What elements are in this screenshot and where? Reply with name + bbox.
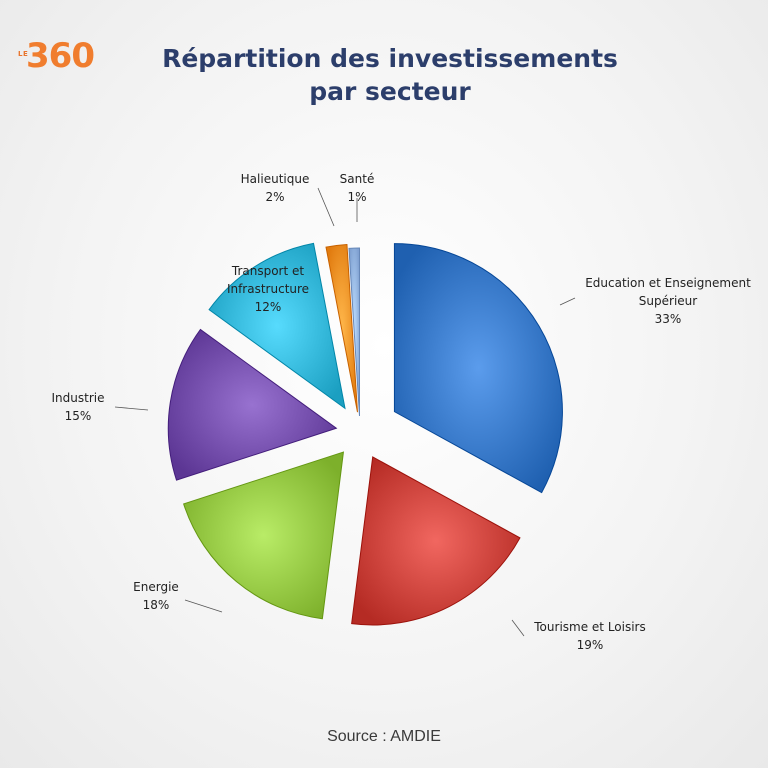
slice-value-label: 1% [347, 190, 366, 204]
slice-category-label: Transport et [231, 264, 305, 278]
slice-category-label: Education et Enseignement [585, 276, 751, 290]
slice-category-label: Energie [133, 580, 179, 594]
slice-value-label: 2% [265, 190, 284, 204]
slice-value-label: 33% [655, 312, 682, 326]
leader-line [559, 297, 576, 306]
slice-value-label: 15% [65, 409, 92, 423]
slice-category-label: Supérieur [639, 294, 697, 308]
pie-slice-halieutique [325, 243, 358, 413]
leader-line [511, 619, 525, 637]
slice-value-label: 19% [577, 638, 604, 652]
logo-number: 360 [26, 36, 95, 76]
slice-category-label: Halieutique [241, 172, 310, 186]
pie-slice-sant- [348, 247, 360, 417]
slice-category-label: Infrastructure [227, 282, 309, 296]
leader-line [114, 406, 149, 411]
slice-category-label: Industrie [52, 391, 105, 405]
chart-title-line2: par secteur [309, 77, 471, 106]
slice-value-label: 12% [255, 300, 282, 314]
source-note: Source : AMDIE [327, 728, 441, 745]
pie-slice-industrie [167, 328, 338, 481]
pie-slice-tourisme-et-loisirs [351, 456, 521, 626]
chart-title-line1: Répartition des investissements [162, 44, 618, 73]
slice-value-label: 18% [143, 598, 170, 612]
logo-prefix: LE [18, 50, 29, 58]
chart-title: Répartition des investissements par sect… [130, 42, 650, 108]
pie-slice-transport-et-infrastructure [208, 242, 346, 410]
pie-slice-energie [183, 451, 345, 620]
slice-category-label: Tourisme et Loisirs [533, 620, 645, 634]
leader-line [317, 187, 335, 227]
logo: LE 360 [18, 36, 118, 80]
pie-slice-education-et-enseignement-sup-rieur [393, 243, 563, 494]
slice-category-label: Santé [340, 172, 375, 186]
leader-line [184, 599, 223, 613]
